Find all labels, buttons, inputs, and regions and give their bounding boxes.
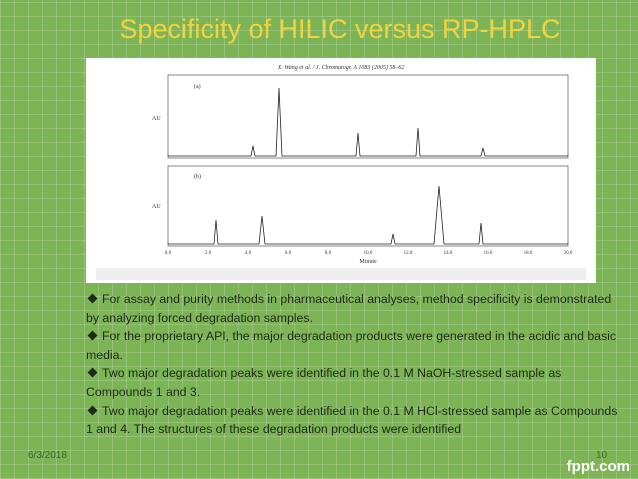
panel-frame [167,74,569,159]
footer-page: 10 [596,450,608,461]
bullet: For the proprietary API, the major degra… [86,327,621,364]
x-tick-label: 2.0 [205,251,212,256]
trace [168,185,568,245]
x-tick-label: 14.0 [444,251,453,256]
y-axis-label: AU [152,116,161,122]
x-tick-label: 12.0 [404,251,413,256]
y-axis-label: AU [152,204,161,210]
bullet-marker [87,405,98,416]
slide-title: Specificity of HILIC versus RP-HPLC [119,14,561,44]
x-tick-label: 4.0 [245,251,252,256]
panel-label: (a) [194,83,201,90]
bullet-list: For assay and purity methods in pharmace… [86,290,621,439]
bullet-marker [87,367,98,378]
footer-date: 6/3/2018 [28,450,67,461]
x-tick-label: 20.0 [564,251,573,256]
caption-block [96,268,586,280]
x-tick-label: 16.0 [484,251,493,256]
citation: X. Wang et al. / J. Chromatogr. A 1083 (… [277,64,405,71]
bullet: Two major degradation peaks were identif… [86,402,621,439]
bullet-marker [87,293,98,304]
bullet-text: For the proprietary API, the major degra… [86,329,617,362]
bullet: Two major degradation peaks were identif… [86,364,621,401]
bullet: For assay and purity methods in pharmace… [86,290,621,327]
bullet-text: For assay and purity methods in pharmace… [86,292,612,325]
chromatogram: X. Wang et al. / J. Chromatogr. A 1083 (… [96,64,586,280]
footer-brand: fppt.com [566,458,630,475]
figure: X. Wang et al. / J. Chromatogr. A 1083 (… [86,58,596,283]
x-tick-label: 6.0 [285,251,292,256]
x-tick-label: 8.0 [325,251,332,256]
x-tick-label: 10.0 [364,251,373,256]
panel-frame [167,165,569,247]
x-tick-label: 18.0 [524,251,533,256]
trace [168,87,568,157]
bullet-text: Two major degradation peaks were identif… [86,403,618,437]
x-axis-label: Minute [359,259,377,265]
bullet-text: Two major degradation peaks were identif… [86,366,562,399]
bullet-marker [87,330,98,341]
panel-label: (b) [194,173,201,180]
x-tick-label: 0.0 [165,251,172,256]
